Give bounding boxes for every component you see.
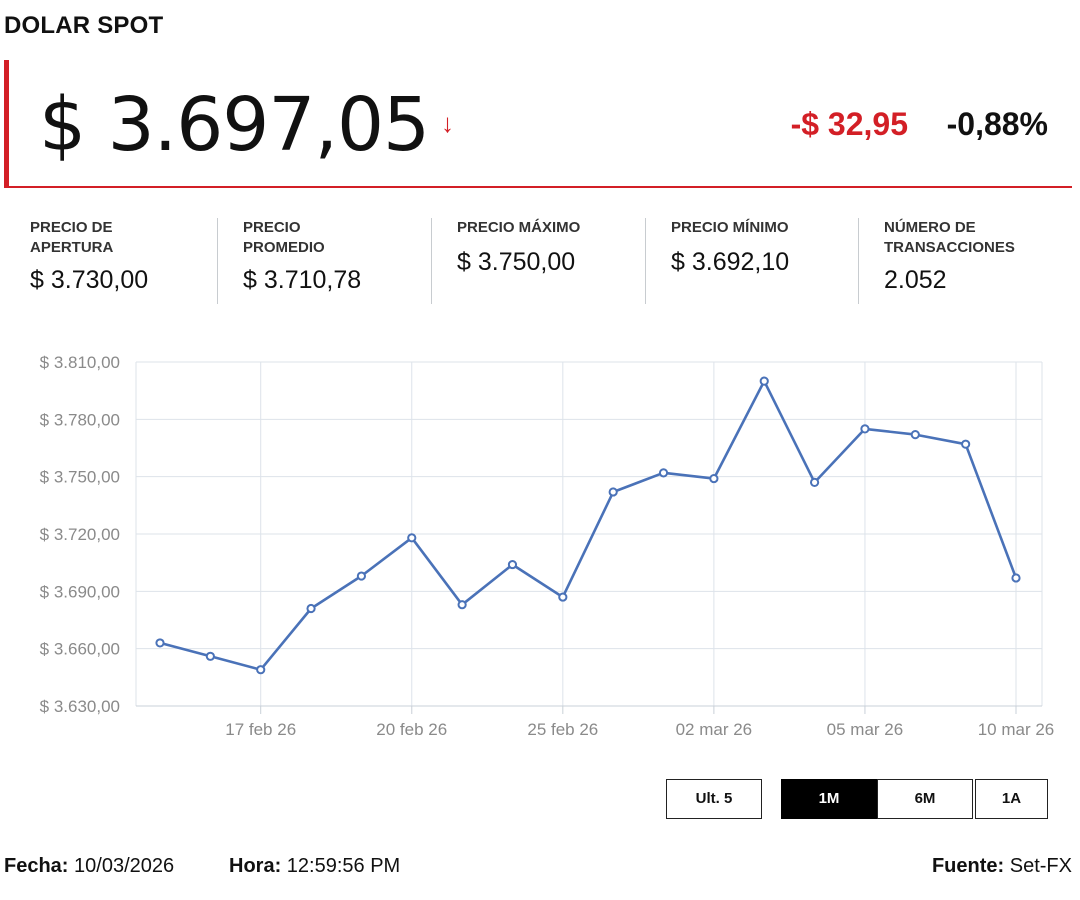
price-change-percent: -0,88% [946, 106, 1048, 142]
x-tick-label: 20 feb 26 [376, 720, 447, 739]
y-tick-label: $ 3.810,00 [40, 353, 120, 372]
fecha-label: Fecha: [4, 855, 69, 877]
stat-minimo: PRECIO MÍNIMO $ 3.692,10 [645, 216, 845, 304]
fuente-label: Fuente: [931, 855, 1005, 877]
data-point [155, 638, 165, 648]
divider [217, 218, 218, 304]
y-tick-label: $ 3.720,00 [40, 525, 120, 544]
x-tick-label: 02 mar 26 [676, 720, 753, 739]
data-point [658, 468, 669, 478]
footer-fuente: Fuente: Set-FX [932, 855, 1072, 878]
divider [645, 218, 646, 304]
data-point [608, 487, 618, 497]
stat-maximo: PRECIO MÁXIMO $ 3.750,00 [431, 216, 631, 304]
data-point [1011, 573, 1021, 583]
divider [858, 218, 859, 304]
y-tick-label: $ 3.690,00 [40, 582, 120, 601]
data-point [809, 477, 820, 487]
stat-value: 2.052 [884, 266, 947, 294]
data-point [961, 439, 971, 449]
data-point [759, 376, 769, 386]
data-point [860, 424, 870, 434]
stat-label: NÚMERO DE TRANSACCIONES [884, 219, 1015, 256]
price-block: $ 3.697,05 ↓ -$ 32,95 -0,88% [4, 60, 1072, 188]
stat-label: PRECIO MÍNIMO [671, 219, 789, 236]
stat-apertura: PRECIO DE APERTURA $ 3.730,00 [4, 216, 204, 302]
page-title: DOLAR SPOT [4, 12, 164, 39]
y-tick-label: $ 3.750,00 [40, 468, 120, 487]
data-point [205, 651, 215, 661]
stat-label: PRECIO PROMEDIO [243, 219, 325, 256]
fuente-value: Set-FX [1009, 855, 1072, 877]
data-point [507, 559, 518, 570]
stat-value: $ 3.692,10 [671, 248, 790, 276]
stat-label: PRECIO DE APERTURA [30, 219, 114, 256]
stat-label: PRECIO MÁXIMO [457, 219, 581, 236]
price-chart-svg: $ 3.630,00 $ 3.660,00 $ 3.690,00 $ 3.720,00… [40, 353, 1055, 739]
data-point [910, 430, 920, 440]
hora-value: 12:59:56 PM [286, 855, 401, 877]
data-point [709, 473, 719, 484]
price-change: -$ 32,95 [790, 106, 908, 142]
y-tick-label: $ 3.630,00 [40, 697, 120, 716]
x-tick-label: 05 mar 26 [827, 720, 904, 739]
fecha-value: 10/03/2026 [74, 855, 175, 877]
data-point [306, 603, 316, 614]
range-button-ult5[interactable]: Ult. 5 [666, 779, 762, 819]
data-point [256, 665, 266, 675]
x-tick-label: 17 feb 26 [225, 720, 296, 739]
stat-promedio: PRECIO PROMEDIO $ 3.710,78 [217, 216, 417, 304]
data-point [457, 600, 467, 610]
data-point [356, 571, 367, 581]
range-button-6m[interactable]: 6M [877, 779, 973, 819]
arrow-down-icon: ↓ [441, 108, 454, 138]
footer-hora: Hora: 12:59:56 PM [229, 855, 400, 878]
divider [431, 218, 432, 304]
current-price: $ 3.697,05 [39, 82, 430, 168]
data-point [407, 533, 417, 543]
stat-value: $ 3.710,78 [243, 266, 362, 294]
y-tick-label: $ 3.660,00 [40, 640, 120, 659]
data-point [558, 592, 568, 602]
hora-label: Hora: [229, 855, 282, 877]
stat-value: $ 3.730,00 [30, 266, 149, 294]
stat-transacciones: NÚMERO DE TRANSACCIONES 2.052 [858, 216, 1058, 304]
range-button-1a[interactable]: 1A [975, 779, 1048, 819]
x-tick-label: 10 mar 26 [978, 720, 1055, 739]
footer-fecha: Fecha: 10/03/2026 [4, 855, 174, 878]
x-tick-label: 25 feb 26 [527, 720, 598, 739]
y-tick-label: $ 3.780,00 [40, 410, 120, 429]
price-chart: $ 3.630,00 $ 3.660,00 $ 3.690,00 $ 3.720,00… [0, 340, 1080, 750]
range-button-1m[interactable]: 1M [781, 779, 877, 819]
stat-value: $ 3.750,00 [457, 248, 576, 276]
stats-row: PRECIO DE APERTURA $ 3.730,00 PRECIO PRO… [0, 216, 1080, 304]
series-line [159, 379, 1018, 672]
